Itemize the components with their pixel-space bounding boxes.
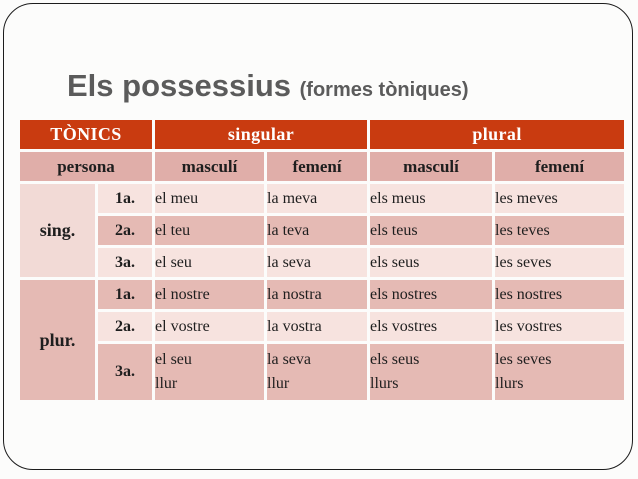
cell-masculi-singular: el vostre (155, 312, 265, 341)
cell-femeni-plural: les seves llurs (495, 344, 625, 400)
group-label-sing: sing. (20, 184, 95, 277)
header-persona: persona (20, 152, 153, 181)
title-main: Els possessius (67, 67, 292, 103)
cell-masculi-singular: el nostre (155, 280, 265, 309)
cell-masculi-singular: el seu llur (155, 344, 265, 400)
cell-femeni-plural: les meves (495, 184, 625, 213)
cell-femeni-singular: la teva (267, 216, 368, 245)
cell-femeni-plural: les vostres (495, 312, 625, 341)
cell-masculi-plural: els nostres (370, 280, 493, 309)
cell-masculi-singular: el meu (155, 184, 265, 213)
cell-masculi-plural: els teus (370, 216, 493, 245)
header-masculi-plural: masculí (370, 152, 493, 181)
cell-masculi-singular: el seu (155, 248, 265, 277)
cell-masculi-plural: els vostres (370, 312, 493, 341)
title-subtitle: (formes tòniques) (299, 78, 469, 101)
table-row-plur-3a: 3a. el seu llur la seva llur els seus ll… (20, 344, 625, 400)
person-number: 1a. (98, 184, 153, 213)
cell-femeni-singular: la seva (267, 248, 368, 277)
cell-femeni-singular: la nostra (267, 280, 368, 309)
cell-masculi-plural: els seus llurs (370, 344, 493, 400)
table-header-row-2: persona masculí femení masculí femení (20, 152, 625, 181)
table-row-sing-3a: 3a. el seu la seva els seus les seves (20, 248, 625, 277)
cell-femeni-plural: les nostres (495, 280, 625, 309)
table-row-plur-1a: plur. 1a. el nostre la nostra els nostre… (20, 280, 625, 400)
header-masculi-singular: masculí (155, 152, 265, 181)
person-number: 3a. (98, 344, 153, 400)
header-tonics: TÒNICS (20, 120, 153, 149)
cell-femeni-singular: la vostra (267, 312, 368, 341)
page-title: Els possessius (formes tòniques) (67, 67, 469, 107)
header-femeni-singular: femení (267, 152, 368, 181)
table-row-sing-2a: 2a. el teu la teva els teus les teves (20, 216, 625, 245)
person-number: 3a. (98, 248, 153, 277)
header-singular: singular (155, 120, 368, 149)
table-row-sing-1a: sing. 1a. el meu la meva els meus les me… (20, 184, 625, 277)
cell-femeni-singular: la meva (267, 184, 368, 213)
person-number: 2a. (98, 216, 153, 245)
possessius-table: TÒNICS singular plural persona masculí f… (17, 117, 627, 403)
person-number: 1a. (98, 280, 153, 309)
table-header-row-1: TÒNICS singular plural (20, 120, 625, 149)
cell-femeni-plural: les seves (495, 248, 625, 277)
person-number: 2a. (98, 312, 153, 341)
header-plural: plural (370, 120, 625, 149)
header-femeni-plural: femení (495, 152, 625, 181)
table-row-plur-2a: 2a. el vostre la vostra els vostres les … (20, 312, 625, 341)
cell-masculi-plural: els meus (370, 184, 493, 213)
cell-masculi-singular: el teu (155, 216, 265, 245)
cell-femeni-plural: les teves (495, 216, 625, 245)
cell-femeni-singular: la seva llur (267, 344, 368, 400)
cell-masculi-plural: els seus (370, 248, 493, 277)
group-label-plur: plur. (20, 280, 95, 400)
